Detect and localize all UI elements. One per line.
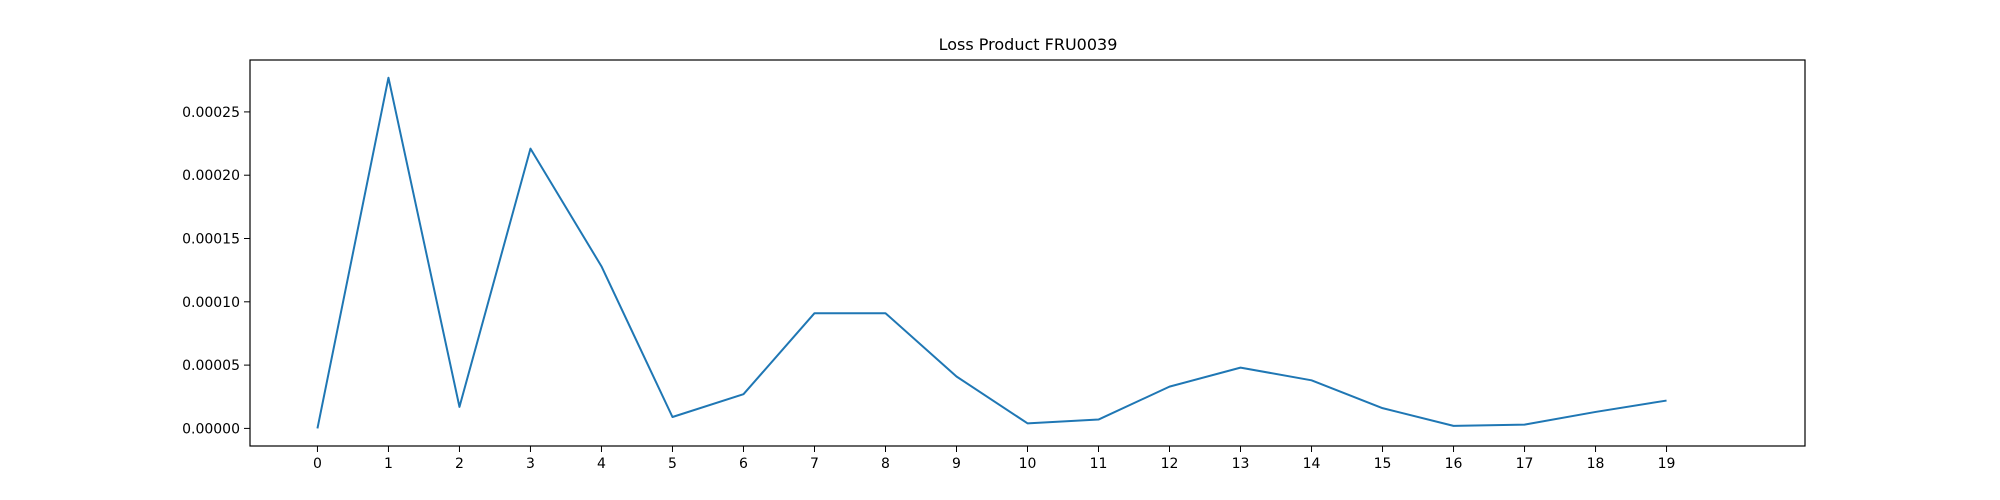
x-tick-label: 9 <box>952 456 961 472</box>
x-tick-label: 3 <box>526 456 535 472</box>
chart-title: Loss Product FRU0039 <box>939 35 1118 54</box>
x-tick-label: 19 <box>1658 456 1676 472</box>
x-tick-label: 0 <box>313 456 322 472</box>
x-tick-label: 17 <box>1516 456 1534 472</box>
y-axis: 0.00000 0.00005 0.00010 0.00015 0.00020 0.000… <box>182 105 250 437</box>
x-tick-label: 6 <box>739 456 748 472</box>
x-tick-label: 4 <box>597 456 606 472</box>
series-line <box>316 76 1667 429</box>
plot-frame <box>249 59 1806 447</box>
x-tick-label: 10 <box>1019 456 1037 472</box>
y-tick-label: 0.00015 <box>182 232 240 248</box>
series-layer <box>316 76 1667 429</box>
y-tick-label: 0.00020 <box>182 168 240 184</box>
x-axis: 0 1 2 3 4 5 6 7 8 9 10 11 12 13 14 15 16 17 18 19 <box>313 446 1675 472</box>
x-tick-label: 11 <box>1090 456 1108 472</box>
y-tick-label: 0.00025 <box>182 105 240 121</box>
y-tick-label: 0.00000 <box>182 421 240 437</box>
x-tick-label: 15 <box>1374 456 1392 472</box>
x-tick-label: 18 <box>1587 456 1605 472</box>
x-tick-label: 12 <box>1161 456 1179 472</box>
x-tick-label: 8 <box>881 456 890 472</box>
y-tick-label: 0.00005 <box>182 358 240 374</box>
x-tick-label: 7 <box>810 456 819 472</box>
y-tick-label: 0.00010 <box>182 295 240 311</box>
x-tick-label: 13 <box>1232 456 1250 472</box>
x-tick-label: 14 <box>1303 456 1321 472</box>
x-tick-label: 2 <box>455 456 464 472</box>
x-tick-label: 1 <box>384 456 393 472</box>
x-tick-label: 5 <box>668 456 677 472</box>
x-tick-label: 16 <box>1445 456 1463 472</box>
